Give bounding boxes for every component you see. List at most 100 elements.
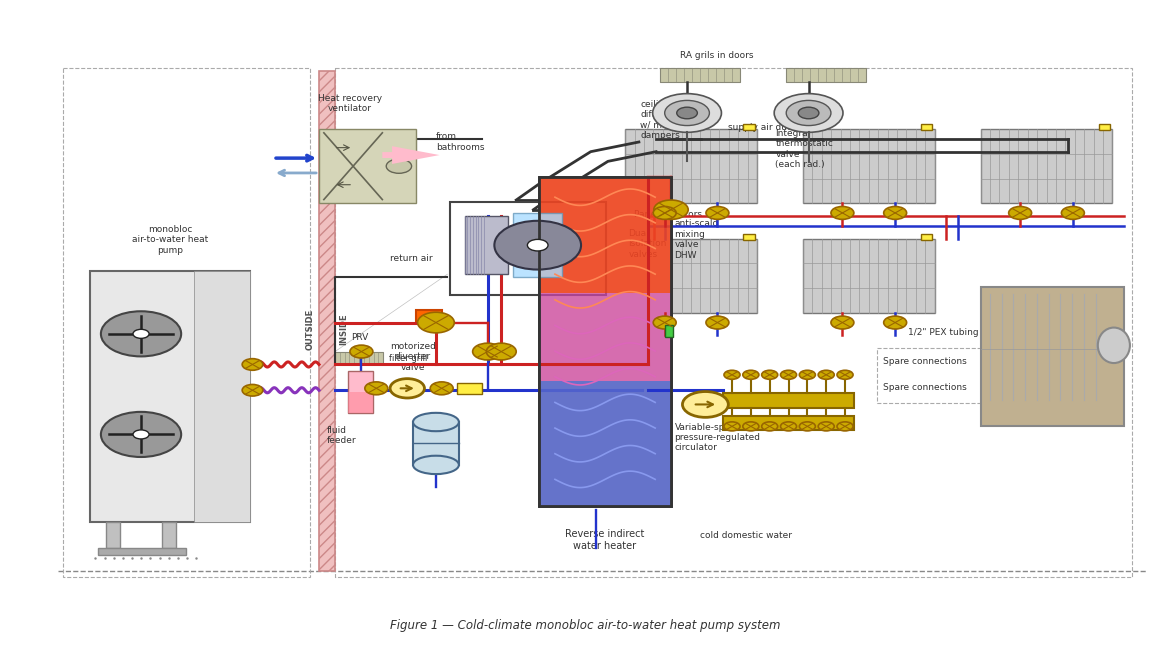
Circle shape <box>350 345 373 358</box>
Bar <box>723 393 854 408</box>
Circle shape <box>831 207 854 219</box>
Circle shape <box>386 159 412 173</box>
Text: Spare connections: Spare connections <box>883 357 966 366</box>
Bar <box>464 216 509 274</box>
Circle shape <box>676 107 697 119</box>
Bar <box>514 213 562 277</box>
Text: ceiling
diffusers
w/ manual
dampers: ceiling diffusers w/ manual dampers <box>640 100 687 140</box>
Bar <box>319 129 417 203</box>
Bar <box>723 416 854 430</box>
Text: motorized
diverter
valve: motorized diverter valve <box>390 342 436 372</box>
Bar <box>743 234 755 240</box>
Text: 1/2" PEX tubing: 1/2" PEX tubing <box>908 328 979 337</box>
Bar <box>105 522 121 547</box>
Text: cold domestic water: cold domestic water <box>700 531 792 540</box>
Circle shape <box>883 207 907 219</box>
Text: Heat recovery
ventilator: Heat recovery ventilator <box>318 93 383 113</box>
Circle shape <box>706 316 729 329</box>
Text: chilled water
fan coil: chilled water fan coil <box>579 255 638 274</box>
Circle shape <box>242 384 263 396</box>
Circle shape <box>706 207 729 219</box>
Text: from
bathrooms: from bathrooms <box>436 132 484 152</box>
Bar <box>786 68 866 82</box>
Circle shape <box>365 382 387 395</box>
Bar <box>980 287 1124 426</box>
Bar <box>1099 124 1110 130</box>
Bar <box>319 71 335 571</box>
Circle shape <box>653 316 676 329</box>
Text: anti-scald
mixing
valve
DHW: anti-scald mixing valve DHW <box>674 219 718 259</box>
Bar <box>63 68 310 577</box>
Bar <box>878 348 980 403</box>
Circle shape <box>665 101 709 126</box>
Text: OUTSIDE: OUTSIDE <box>305 309 315 349</box>
Circle shape <box>724 422 741 431</box>
Circle shape <box>682 392 728 417</box>
Circle shape <box>799 370 815 379</box>
Circle shape <box>133 430 149 439</box>
Circle shape <box>743 422 759 431</box>
Text: RA grils in doors: RA grils in doors <box>680 51 753 60</box>
Bar <box>335 68 1131 577</box>
Circle shape <box>786 101 831 126</box>
Circle shape <box>762 370 778 379</box>
Ellipse shape <box>413 413 459 431</box>
Bar <box>347 392 373 413</box>
Circle shape <box>495 221 581 270</box>
Circle shape <box>780 370 797 379</box>
Bar <box>98 547 186 555</box>
Text: return air: return air <box>390 253 433 263</box>
Text: Panel radiators: Panel radiators <box>634 210 702 218</box>
Circle shape <box>654 200 688 219</box>
Bar <box>539 178 672 507</box>
Circle shape <box>1061 207 1085 219</box>
Bar <box>743 124 755 130</box>
Bar <box>921 124 932 130</box>
Text: supply air ducting: supply air ducting <box>728 123 810 132</box>
Bar <box>660 68 739 82</box>
Bar <box>90 271 250 522</box>
Bar <box>803 129 935 203</box>
Text: Reverse indirect
water heater: Reverse indirect water heater <box>565 529 645 551</box>
Text: Variable-speed
pressure-regulated
circulator: Variable-speed pressure-regulated circul… <box>674 422 760 452</box>
Circle shape <box>775 93 842 132</box>
Text: INSIDE: INSIDE <box>339 313 349 345</box>
Bar <box>347 371 373 413</box>
Circle shape <box>762 422 778 431</box>
Bar <box>161 522 177 547</box>
Bar <box>539 178 672 507</box>
Bar <box>539 178 672 293</box>
Circle shape <box>883 316 907 329</box>
Bar <box>980 129 1113 203</box>
Ellipse shape <box>413 456 459 474</box>
Ellipse shape <box>1097 328 1130 363</box>
Circle shape <box>101 412 181 457</box>
Bar <box>450 201 606 295</box>
Bar <box>625 129 757 203</box>
Circle shape <box>798 107 819 119</box>
Bar <box>539 382 672 507</box>
Text: Figure 1 — Cold-climate monobloc air-to-water heat pump system: Figure 1 — Cold-climate monobloc air-to-… <box>390 619 780 632</box>
Circle shape <box>431 382 453 395</box>
Circle shape <box>487 343 516 360</box>
Circle shape <box>1009 207 1032 219</box>
Bar <box>456 382 482 394</box>
FancyArrow shape <box>383 146 440 164</box>
Circle shape <box>799 422 815 431</box>
Circle shape <box>743 370 759 379</box>
Bar <box>413 422 459 465</box>
Circle shape <box>418 313 454 333</box>
Text: PRV: PRV <box>351 333 369 342</box>
Circle shape <box>528 240 548 251</box>
Circle shape <box>242 359 263 370</box>
Circle shape <box>101 311 181 357</box>
Bar <box>417 310 441 321</box>
Bar <box>625 239 757 313</box>
Circle shape <box>831 316 854 329</box>
Circle shape <box>780 422 797 431</box>
Text: monobloc
air-to-water heat
pump: monobloc air-to-water heat pump <box>132 225 208 255</box>
Circle shape <box>837 422 853 431</box>
Circle shape <box>818 370 834 379</box>
Circle shape <box>390 378 425 398</box>
Text: Integral
thermostatic
valve
(each rad.): Integral thermostatic valve (each rad.) <box>776 129 833 169</box>
